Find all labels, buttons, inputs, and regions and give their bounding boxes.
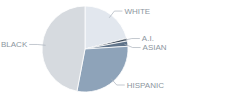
svg-text:HISPANIC: HISPANIC <box>127 81 164 90</box>
svg-text:ASIAN: ASIAN <box>143 43 167 52</box>
svg-text:WHITE: WHITE <box>124 7 150 16</box>
svg-text:A.I.: A.I. <box>142 34 154 43</box>
svg-text:BLACK: BLACK <box>1 40 28 49</box>
